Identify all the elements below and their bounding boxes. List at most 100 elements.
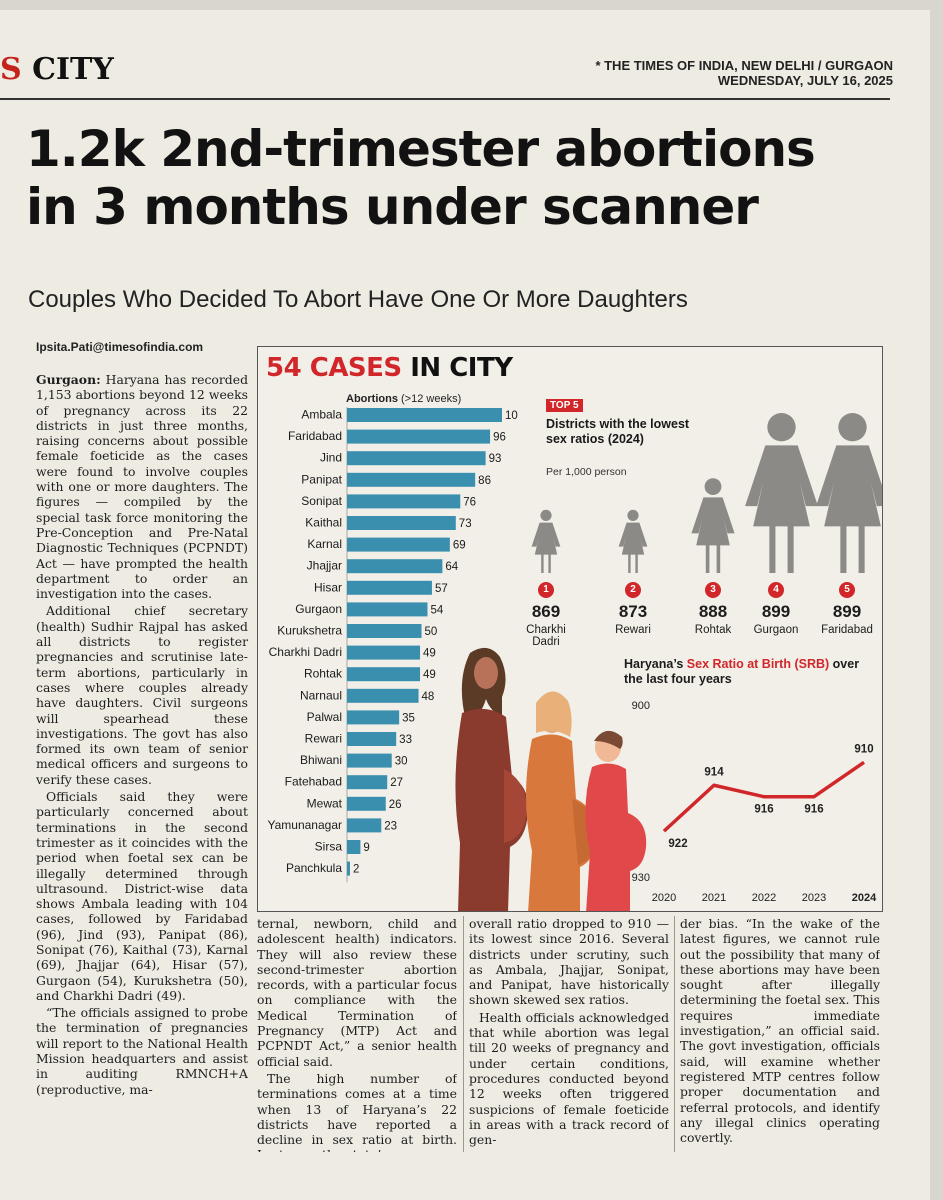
sex-ratio-value: 899 xyxy=(832,602,862,621)
article-column-1: Gurgaon: Haryana has recorded 1,153 abor… xyxy=(36,372,248,1097)
sex-ratio-value: 869 xyxy=(531,602,561,621)
bar xyxy=(347,429,491,444)
column-divider xyxy=(674,916,675,1152)
bar xyxy=(347,753,392,768)
publication-date: WEDNESDAY, JULY 16, 2025 xyxy=(717,73,893,88)
bar xyxy=(347,667,421,682)
bar-value-label: 64 xyxy=(445,561,458,573)
bar xyxy=(347,840,361,854)
top5-title: Districts with the lowest sex ratios (20… xyxy=(546,417,690,446)
bar-value-label: 30 xyxy=(395,756,408,768)
srb-point-label: 916 xyxy=(804,804,823,816)
srb-line xyxy=(662,760,865,833)
bar-value-label: 96 xyxy=(493,432,506,444)
srb-point-label: 922 xyxy=(668,838,687,850)
y-tick-label: 930 xyxy=(632,872,650,884)
paragraph: The high number of terminations comes at… xyxy=(257,1070,457,1152)
top5-district-card: 5 899 Faridabad xyxy=(812,411,882,636)
bar xyxy=(347,861,350,876)
sex-ratio-value: 873 xyxy=(618,602,648,621)
top5-district-card: 1 869 Charkhi Dadri xyxy=(511,509,581,648)
dateline: Gurgaon: xyxy=(36,372,101,387)
district-name: Gurgaon xyxy=(753,624,799,636)
bar-category-label: Rohtak xyxy=(304,667,343,681)
bar-category-label: Bhiwani xyxy=(300,753,342,767)
bar xyxy=(347,732,397,746)
district-name: Faridabad xyxy=(821,624,873,636)
bar xyxy=(347,775,388,790)
bar-chart-header: Abortions (>12 weeks) xyxy=(346,393,462,405)
top5-subtitle: Per 1,000 person xyxy=(546,466,627,478)
bar-category-label: Kaithal xyxy=(305,516,342,530)
bar-value-label: 86 xyxy=(478,475,491,487)
rank-badge: 4 xyxy=(768,582,784,598)
x-tick-label: 2020 xyxy=(652,892,676,904)
bar xyxy=(347,580,432,595)
bar-value-label: 54 xyxy=(430,604,443,616)
paragraph: Officials said they were particularly co… xyxy=(36,789,248,1003)
bar-value-label: 33 xyxy=(399,734,412,746)
srb-chart-title: Haryana’s Sex Ratio at Birth (SRB) over … xyxy=(624,657,860,686)
bar-category-label: Jhajjar xyxy=(307,559,342,573)
bar-value-label: 27 xyxy=(390,777,403,789)
sex-ratio-value: 888 xyxy=(698,602,728,621)
bar-value-label: 9 xyxy=(363,842,369,854)
bar-value-label: 2 xyxy=(353,864,359,876)
bar-value-label: 76 xyxy=(463,496,476,508)
bar-category-label: Jind xyxy=(320,451,342,465)
x-tick-label: 2023 xyxy=(802,892,826,904)
bar-category-label: Fatehabad xyxy=(285,775,342,789)
y-tick-label: 900 xyxy=(632,700,650,712)
subheadline: Couples Who Decided To Abort Have One Or… xyxy=(28,286,688,313)
paragraph: Gurgaon: Haryana has recorded 1,153 abor… xyxy=(36,372,248,602)
bar-category-label: Gurgaon xyxy=(295,602,342,616)
abortions-bar-chart: Ambala 104 Faridabad 96 Jind 93 Panipat 86 Sonip… xyxy=(268,407,518,883)
paragraph: “The officials assigned to probe the ter… xyxy=(36,1005,248,1097)
woman-2-figure xyxy=(526,691,597,911)
bar xyxy=(347,494,461,509)
bar xyxy=(347,688,419,703)
bar xyxy=(347,537,450,552)
headline: 1.2k 2nd-trimester abortions in 3 months… xyxy=(26,120,886,236)
byline: Ipsita.Pati@timesofindia.com xyxy=(36,340,204,354)
bar-category-label: Charkhi Dadri xyxy=(269,645,342,659)
bar-value-label: 35 xyxy=(402,712,415,724)
bar-value-label: 50 xyxy=(425,626,438,638)
female-figure-icon xyxy=(618,509,648,573)
bar-value-label: 57 xyxy=(435,583,448,595)
bar-category-label: Hisar xyxy=(314,580,342,594)
pregnant-women-illustration xyxy=(455,647,647,911)
section-label: S CITY xyxy=(0,52,114,87)
headline-line-1: 1.2k 2nd-trimester abortions xyxy=(26,120,816,178)
top5-district-card: 2 873 Rewari xyxy=(598,509,668,636)
bar-category-label: Karnal xyxy=(307,537,342,551)
bar-value-label: 104 xyxy=(505,410,518,422)
article-column-2: ternal, newborn, child and adolescent he… xyxy=(257,916,457,1152)
bar xyxy=(347,451,486,466)
paragraph: der bias. “In the wake of the latest fig… xyxy=(680,916,880,1146)
bar-value-label: 23 xyxy=(384,820,397,832)
bar-category-label: Panchkula xyxy=(286,861,342,875)
x-tick-label: 2021 xyxy=(702,892,726,904)
bar-category-label: Kurukshetra xyxy=(277,624,342,638)
paragraph: Additional chief secretary (health) Sudh… xyxy=(36,603,248,787)
woman-1-figure xyxy=(455,647,529,911)
column-divider xyxy=(463,916,464,1152)
rank-badge: 5 xyxy=(839,582,855,598)
bar-category-label: Rewari xyxy=(305,732,342,746)
sex-ratio-value: 899 xyxy=(761,602,791,621)
female-figure-icon xyxy=(531,509,561,573)
bar-value-label: 69 xyxy=(453,540,466,552)
bar-category-label: Mewat xyxy=(307,796,343,810)
bar-value-label: 73 xyxy=(459,518,472,530)
rank-badge: 2 xyxy=(625,582,641,598)
paragraph: overall ratio dropped to 910 — its lowes… xyxy=(469,916,669,1008)
bar-value-label: 49 xyxy=(423,648,436,660)
district-name: Charkhi Dadri xyxy=(526,624,566,648)
x-tick-label: 2024 xyxy=(852,892,877,904)
top5-district-card: 3 888 Rohtak xyxy=(678,477,748,636)
district-name: Rewari xyxy=(615,624,651,636)
bar-category-label: Ambala xyxy=(301,408,342,422)
bar-category-label: Sonipat xyxy=(301,494,342,508)
